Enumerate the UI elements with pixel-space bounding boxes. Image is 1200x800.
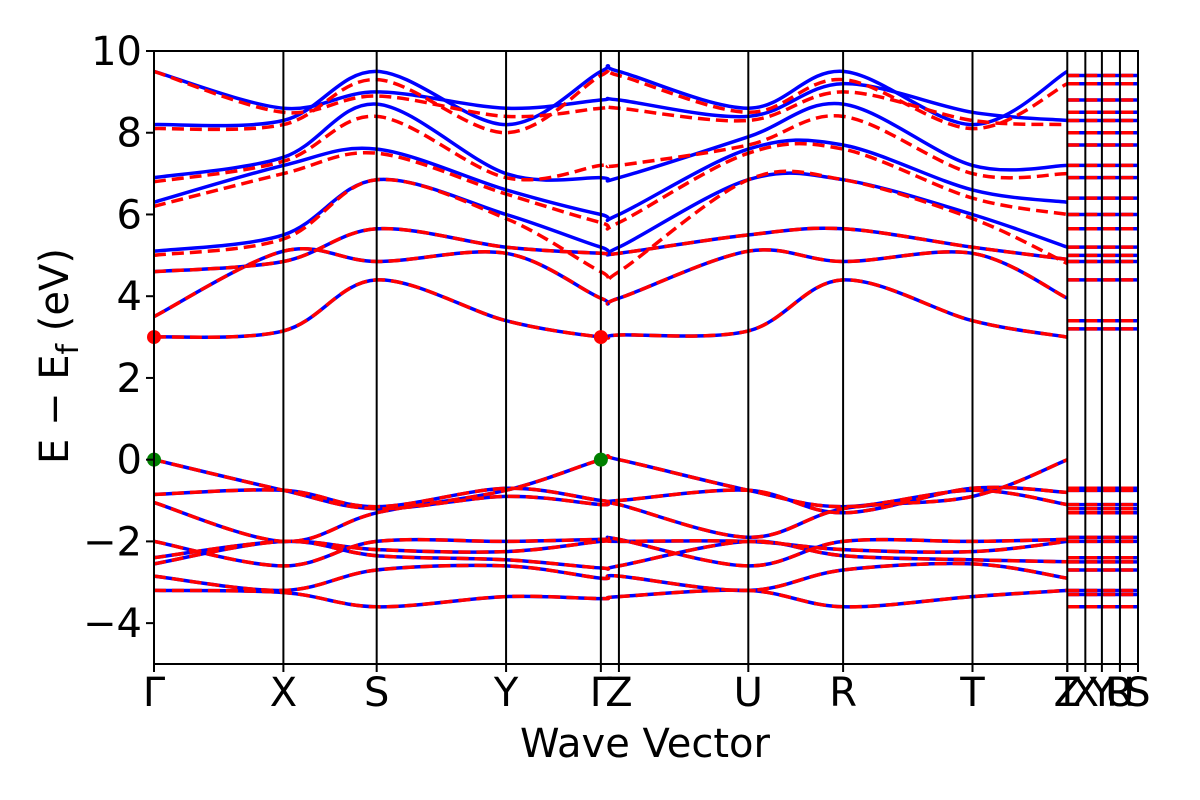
y-tick-label: 10: [91, 29, 142, 75]
x-tick-label: X: [270, 670, 297, 716]
spin-down-band-7: [154, 457, 1068, 540]
spin-down-band-10: [154, 226, 1068, 274]
spin-down-band-13: [154, 114, 1068, 184]
x-tick-label: R: [829, 670, 857, 716]
spin-up-band-14: [154, 64, 1069, 128]
y-tick-label: 8: [117, 111, 142, 157]
x-tick-label: T: [1054, 670, 1080, 716]
x-tick-label: Y: [1089, 670, 1115, 716]
x-tick-label: R: [1106, 670, 1134, 716]
vbm-marker-3: [593, 452, 608, 467]
x-tick-label: Z: [605, 670, 632, 716]
x-tick-label: Y: [493, 670, 519, 716]
spin-down-band-3: [154, 538, 1068, 560]
plot-area: [147, 50, 1139, 665]
y-axis-title: E − Ef (eV): [32, 248, 86, 464]
y-tick-label: 2: [117, 356, 142, 402]
x-tick-label: Γ: [143, 670, 166, 716]
x-tick-label: S: [364, 670, 389, 716]
y-axis-ticks: −4 −2 0 2 4 6 8 10: [83, 29, 154, 647]
x-tick-label: Γ: [590, 670, 613, 716]
spin-down-band-6: [154, 485, 1068, 515]
x-tick-label: X: [1072, 670, 1099, 716]
x-axis-title: Wave Vector: [520, 721, 771, 767]
y-tick-label: 0: [117, 438, 142, 484]
x-tick-label: S: [1125, 670, 1150, 716]
spin-down-band-2: [154, 539, 1068, 571]
y-tick-label: −4: [83, 601, 142, 647]
spin-down-band-0: [154, 588, 1068, 609]
bands-layer: [154, 64, 1138, 609]
y-tick-label: 4: [117, 274, 142, 320]
spin-down-band-4: [154, 535, 1068, 568]
spin-down-band-11: [154, 169, 1069, 283]
spin-down-band-12: [154, 141, 1068, 231]
y-axis-title-unit: (eV): [32, 248, 78, 331]
spin-up-series: [154, 64, 1069, 609]
x-tick-label: U: [1105, 670, 1134, 716]
y-axis-title-subscript: f: [51, 342, 86, 354]
spin-up-band-7: [154, 457, 1068, 540]
cbm-marker-1: [593, 330, 608, 345]
spin-up-band-12: [154, 138, 1068, 223]
spin-down-band-8: [154, 278, 1068, 340]
spin-up-band-15: [154, 69, 1068, 123]
plot-frame: [153, 50, 1139, 665]
x-tick-label: T: [959, 670, 985, 716]
spin-up-band-5: [154, 454, 1068, 544]
x-tick-label: Z: [1054, 670, 1081, 716]
spin-down-band-5: [154, 454, 1068, 544]
y-tick-label: 6: [117, 192, 142, 238]
spin-down-series: [154, 67, 1069, 609]
spin-up-band-13: [154, 101, 1068, 183]
y-tick-label: −2: [83, 519, 142, 565]
tail-bands: [1067, 73, 1138, 609]
x-tick-label: U: [734, 670, 763, 716]
spin-down-band-1: [154, 561, 1068, 593]
spin-down-band-14: [154, 67, 1069, 135]
y-axis-title-space: [32, 331, 78, 344]
spin-up-band-3: [154, 538, 1068, 560]
y-axis-title-main: E − E: [32, 354, 78, 464]
